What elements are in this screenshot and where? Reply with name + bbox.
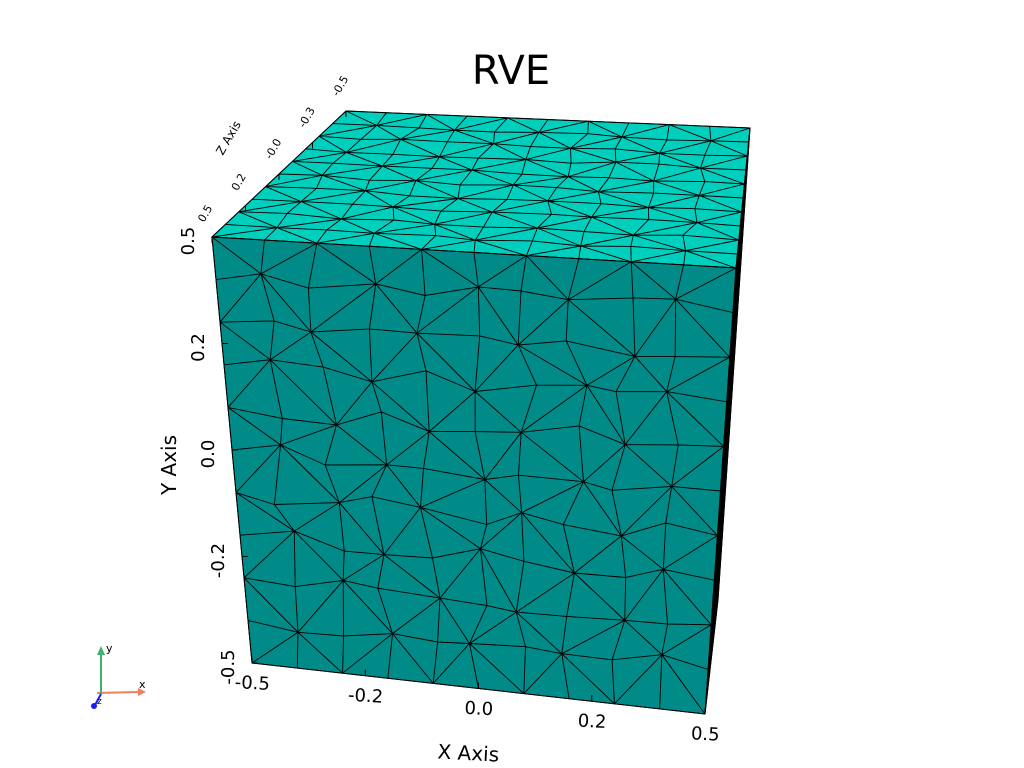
x-axis-tick-label: 0.2: [577, 711, 607, 733]
y-axis-label: Y Axis: [157, 435, 181, 496]
orientation-x-label: x: [139, 678, 146, 691]
x-axis-tick-label: 0.0: [464, 698, 494, 720]
y-axis-tick-label: 0.2: [188, 333, 209, 362]
y-axis-tick-label: 0.5: [178, 227, 199, 256]
front-face-mesh: [211, 236, 737, 715]
orientation-x-arrow: [96, 691, 141, 694]
y-axis-tick-label: -0.2: [208, 543, 229, 578]
orientation-x-arrowhead: [138, 688, 146, 696]
x-axis-tick-label: -0.5: [234, 672, 270, 695]
orientation-z-label: z: [97, 697, 102, 707]
orientation-y-label: y: [106, 642, 113, 655]
orientation-z-arrow: [94, 693, 102, 706]
orientation-y-arrowhead: [97, 646, 105, 655]
cube-face-front: [211, 236, 737, 715]
y-axis-tick-label: -0.5: [218, 649, 239, 684]
orientation-widget[interactable]: x y z: [91, 642, 146, 709]
x-axis-tick-label: 0.5: [690, 723, 720, 745]
y-axis: -0.5 -0.2 0.0 0.2 0.5: [178, 227, 258, 685]
x-axis: -0.5 -0.2 0.0 0.2 0.5: [234, 657, 720, 746]
orientation-z-arrowhead: [91, 703, 97, 709]
y-axis-tick-label: 0.0: [198, 440, 219, 469]
plot-title: RVE: [472, 48, 550, 94]
rve-cube: [210, 110, 751, 715]
x-axis-label: X Axis: [437, 739, 500, 766]
x-axis-tick-label: -0.2: [347, 685, 383, 708]
